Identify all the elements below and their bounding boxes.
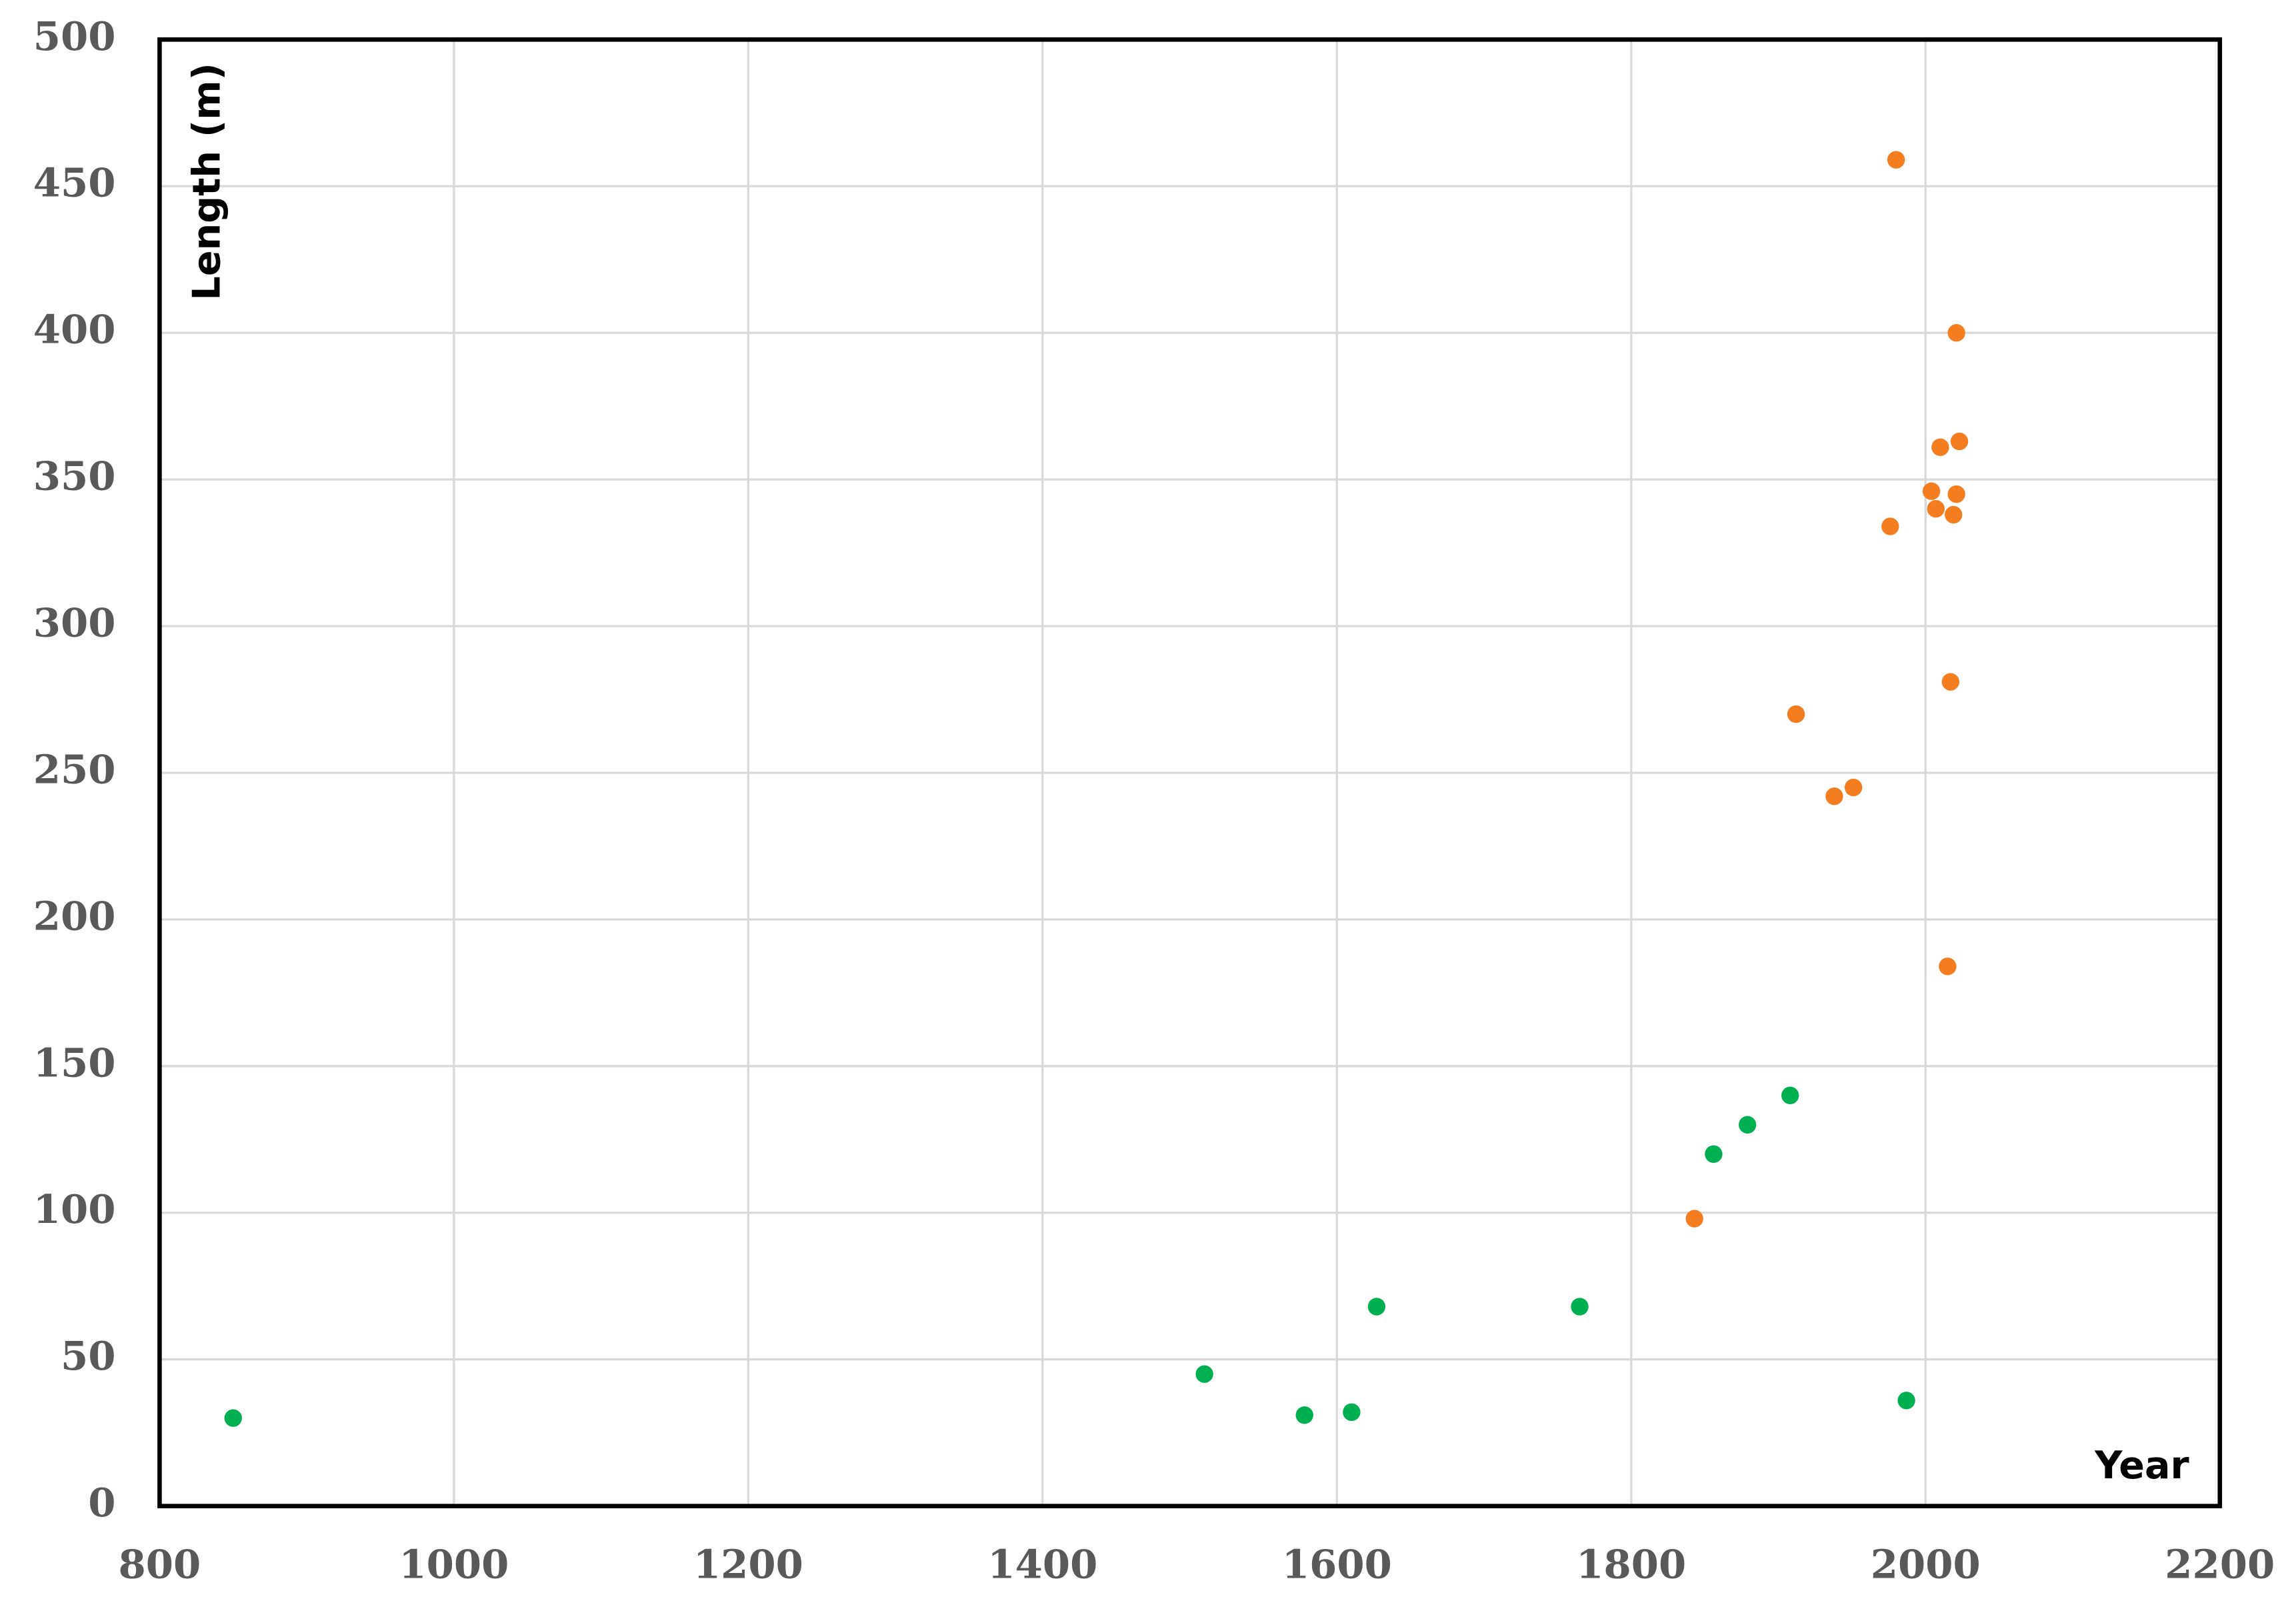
y-tick-label: 0	[88, 1479, 115, 1526]
x-tick-label: 2000	[1871, 1540, 1981, 1587]
point	[1931, 438, 1949, 456]
point	[1945, 505, 1963, 524]
point	[1781, 1086, 1799, 1104]
plot-border	[157, 37, 2223, 1508]
point	[1947, 485, 1965, 503]
y-tick-label: 500	[33, 13, 116, 59]
point	[1844, 778, 1863, 797]
y-tick-label: 300	[33, 599, 116, 646]
y-axis-title: Length (m)	[185, 63, 229, 300]
point	[1685, 1210, 1703, 1228]
point	[1941, 673, 1960, 691]
point	[1825, 787, 1843, 805]
point	[224, 1409, 242, 1427]
point	[1950, 432, 1969, 451]
y-tick-label: 50	[61, 1332, 116, 1379]
point	[1881, 517, 1899, 535]
point	[1927, 499, 1945, 518]
point	[1295, 1406, 1313, 1424]
y-tick-label: 450	[33, 159, 116, 206]
point	[1195, 1365, 1213, 1383]
point	[1922, 482, 1941, 500]
point	[1947, 323, 1965, 342]
x-tick-label: 800	[119, 1540, 201, 1587]
point	[1705, 1145, 1723, 1163]
point	[1367, 1298, 1386, 1316]
x-tick-label: 1800	[1576, 1540, 1686, 1587]
point	[1787, 705, 1805, 723]
point	[1571, 1298, 1589, 1316]
point	[1739, 1116, 1757, 1134]
y-tick-label: 400	[33, 306, 116, 353]
x-tick-label: 1200	[693, 1540, 803, 1587]
x-axis-title: Year	[2094, 1444, 2189, 1488]
point	[1939, 958, 1957, 976]
x-tick-label: 1000	[399, 1540, 509, 1587]
point	[1887, 151, 1905, 169]
y-tick-label: 350	[33, 453, 116, 499]
y-tick-label: 250	[33, 745, 116, 792]
y-tick-label: 150	[33, 1039, 116, 1086]
x-tick-label: 2200	[2165, 1540, 2275, 1587]
point	[1343, 1403, 1361, 1422]
y-tick-label: 200	[33, 892, 116, 939]
x-tick-label: 1600	[1282, 1540, 1392, 1587]
point	[1897, 1392, 1915, 1410]
x-tick-label: 1400	[987, 1540, 1097, 1587]
y-tick-label: 100	[33, 1186, 116, 1232]
